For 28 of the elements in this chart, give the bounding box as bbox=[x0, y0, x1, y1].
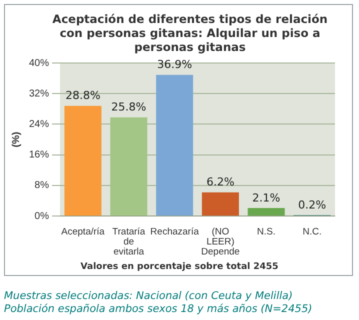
x-tick-label: Trataría de evitarla bbox=[112, 226, 146, 258]
text: Muestras seleccionadas: Nacional (con Ceuta y Melilla) bbox=[4, 290, 294, 303]
x-tick-label: N.C. bbox=[302, 226, 322, 238]
x-tick-label: Rechazaría bbox=[150, 226, 200, 238]
bar bbox=[202, 192, 239, 216]
data-label: 6.2% bbox=[206, 176, 234, 189]
y-axis-title: (%) bbox=[10, 132, 22, 148]
bar bbox=[64, 106, 102, 216]
y-tick-label: 32% bbox=[29, 88, 50, 100]
y-tick-label: 24% bbox=[29, 118, 50, 130]
x-tick-label: Acepta/ría bbox=[61, 226, 106, 238]
bar bbox=[110, 117, 148, 216]
data-label: 0.2% bbox=[298, 198, 326, 212]
y-tick-label: 40% bbox=[29, 58, 50, 69]
text: Población española ambos sexos 18 y más años (N=2455) bbox=[4, 303, 312, 316]
bar bbox=[156, 74, 194, 216]
x-tick-label: (NO LEER) Depende bbox=[201, 226, 240, 258]
y-tick-label: 16% bbox=[29, 150, 50, 161]
x-tick-label: N.S. bbox=[257, 226, 276, 238]
data-label: 28.8% bbox=[65, 89, 100, 102]
bar bbox=[248, 208, 285, 216]
chart-title: Aceptación de diferentes tipos de relación con personas gitanas: Alquilar un piso a personas gitanas bbox=[51, 12, 329, 54]
data-label: 2.1% bbox=[252, 191, 280, 204]
y-tick-label: 0% bbox=[34, 210, 50, 222]
x-axis-title: Valores en porcentaje sobre total 2455 bbox=[80, 262, 280, 272]
data-label: 36.9% bbox=[157, 58, 192, 72]
y-tick-label: 8% bbox=[34, 180, 50, 192]
data-label: 25.8% bbox=[111, 100, 146, 114]
